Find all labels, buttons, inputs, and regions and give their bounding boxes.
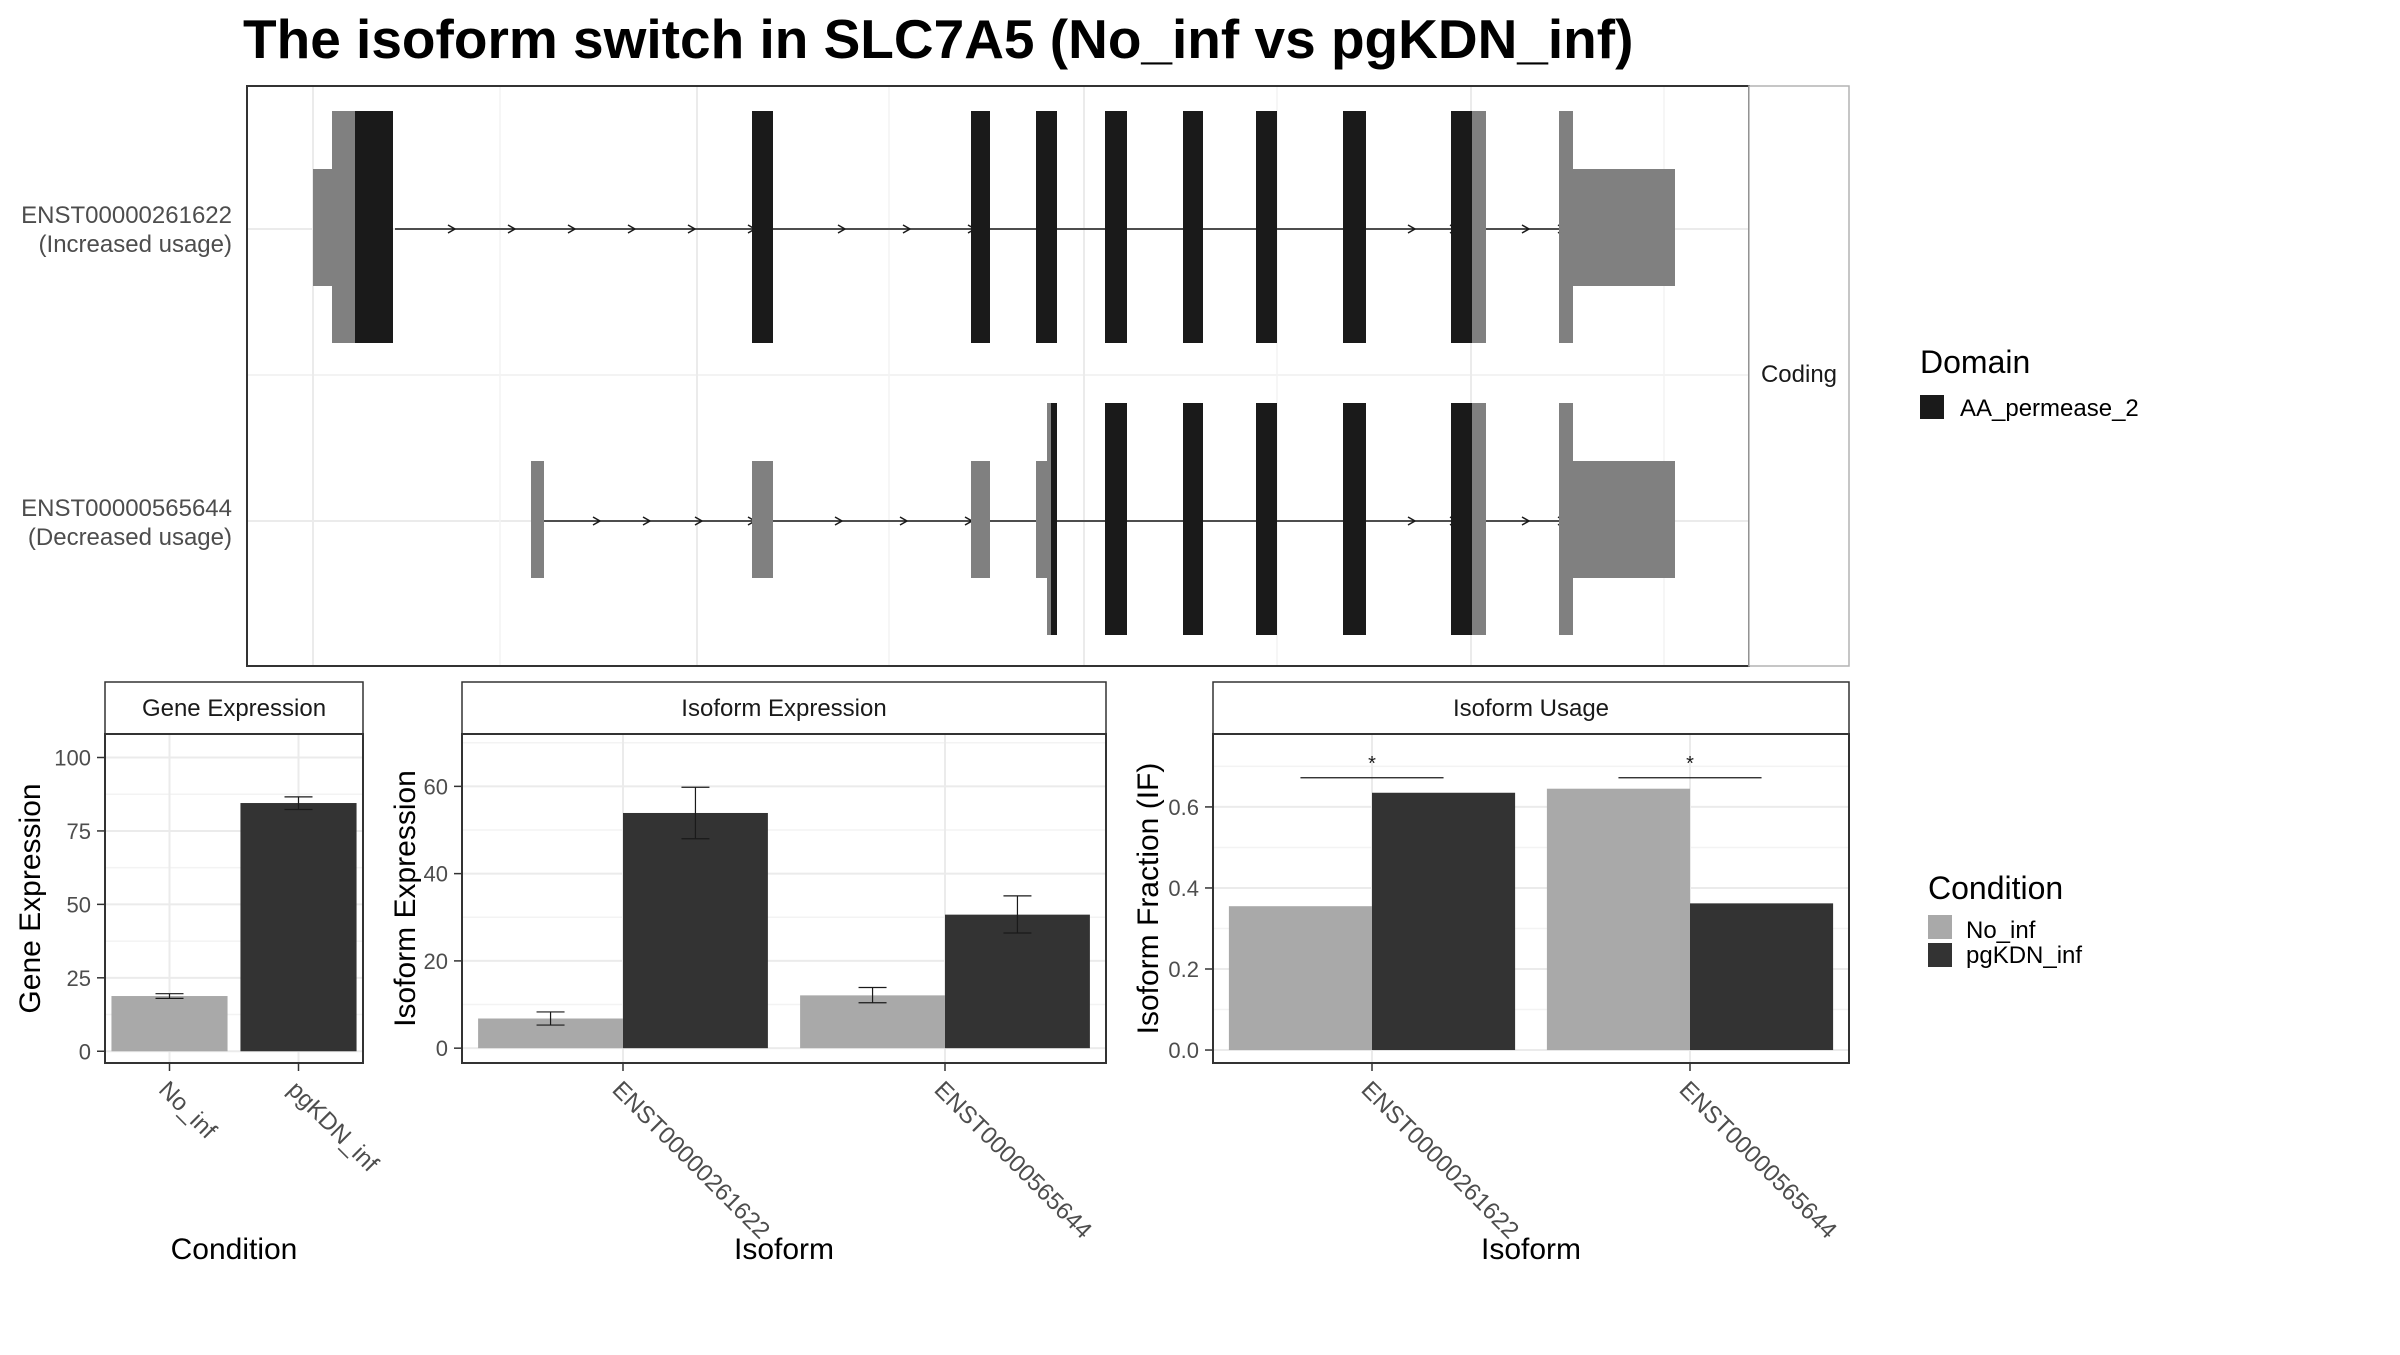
strip-label: Isoform Usage <box>1453 695 1609 722</box>
bar-pgkdn-inf <box>623 812 768 1049</box>
x-tick-label: ENST00000565644 <box>929 1076 1097 1244</box>
legend-label-pgkdn-inf: pgKDN_inf <box>1966 942 2082 969</box>
bar-pgkdn-inf <box>1372 792 1516 1051</box>
plot-border <box>104 733 364 1064</box>
domain-exon <box>1183 111 1203 343</box>
utr-exon <box>1559 403 1573 635</box>
domain-legend-title: Domain <box>1920 344 2030 380</box>
x-tick-label: ENST00000261622 <box>607 1076 775 1244</box>
domain-legend: Domain AA_permease_2 <box>1920 344 2139 422</box>
utr-exon <box>531 461 544 578</box>
strip-label: Isoform Expression <box>681 695 886 722</box>
domain-exon <box>1451 403 1472 635</box>
x-tick-label: pgKDN_inf <box>282 1076 383 1177</box>
utr-exon <box>1472 403 1486 635</box>
facet-label: Coding <box>1761 361 1837 388</box>
domain-exon <box>1256 403 1277 635</box>
utr-exon <box>1047 403 1053 635</box>
domain-exon <box>1343 111 1366 343</box>
bar-no-inf <box>800 995 945 1049</box>
isoform-2-usage: (Decreased usage) <box>28 524 232 551</box>
utr-exon <box>752 461 773 578</box>
y-tick-label: 0.6 <box>1168 795 1199 820</box>
isoform-expression-chart: Isoform Expression 0 20 40 60 ENST00000261622… <box>389 681 1107 1266</box>
domain-exon <box>1343 403 1366 635</box>
strip-box <box>104 681 364 735</box>
y-tick-label: 40 <box>424 862 448 887</box>
gene-expression-chart: Gene Expression 0 25 50 75 100 No_inf pgKDN_inf… <box>14 681 384 1266</box>
y-tick-label: 0.4 <box>1168 876 1199 901</box>
domain-exon <box>1036 111 1057 343</box>
y-tick-label: 0 <box>79 1039 91 1064</box>
plot-border <box>461 733 1107 1064</box>
legend-swatch-no-inf <box>1928 915 1952 939</box>
y-axis-title: Isoform Expression <box>389 770 422 1027</box>
significance-marker: * <box>1368 753 1376 775</box>
isoform-1-usage: (Increased usage) <box>39 231 232 258</box>
y-tick-label: 25 <box>67 966 91 991</box>
domain-legend-swatch <box>1920 395 1944 419</box>
strip-box <box>461 681 1107 735</box>
y-tick-label: 50 <box>67 892 91 917</box>
legend-swatch-pgkdn-inf <box>1928 943 1952 967</box>
x-tick-label: ENST00000261622 <box>1356 1076 1524 1244</box>
legend-label-no-inf: No_inf <box>1966 917 2036 944</box>
domain-exon <box>1256 111 1277 343</box>
bar-no-inf <box>1546 788 1690 1051</box>
utr-exon <box>1573 461 1675 578</box>
utr-exon <box>332 111 356 343</box>
y-tick-label: 0.0 <box>1168 1038 1199 1063</box>
x-tick-label: ENST00000565644 <box>1674 1076 1842 1244</box>
bar-pgkdn-inf <box>240 803 357 1052</box>
figure-title: The isoform switch in SLC7A5 (No_inf vs … <box>243 8 1633 70</box>
x-axis-title: Condition <box>171 1233 298 1266</box>
domain-exon <box>1105 403 1127 635</box>
x-tick-label: No_inf <box>153 1076 221 1144</box>
utr-exon <box>971 461 990 578</box>
domain-exon <box>1183 403 1203 635</box>
facet-strip <box>1748 85 1850 667</box>
isoform-usage-chart: Isoform Usage * * 0.0 0.2 0.4 0.6 ENST000002616… <box>1132 681 1850 1266</box>
isoform-2-id: ENST00000565644 <box>21 495 232 522</box>
domain-exon <box>1051 403 1057 635</box>
domain-exon <box>355 111 393 343</box>
y-axis-title: Isoform Fraction (IF) <box>1132 763 1165 1035</box>
isoform-track-1 <box>313 111 1675 343</box>
y-tick-label: 100 <box>54 746 91 771</box>
bar-no-inf <box>1228 906 1372 1051</box>
significance-marker: * <box>1686 753 1694 775</box>
bar-pgkdn-inf <box>1690 903 1834 1051</box>
domain-exon <box>1105 111 1127 343</box>
strip-label: Gene Expression <box>142 695 326 722</box>
y-tick-label: 0.2 <box>1168 957 1199 982</box>
utr-exon <box>1036 461 1047 578</box>
domain-exon <box>971 111 990 343</box>
isoform-1-id: ENST00000261622 <box>21 202 232 229</box>
domain-exon <box>752 111 773 343</box>
utr-exon <box>313 169 335 286</box>
utr-exon <box>1573 169 1675 286</box>
utr-exon <box>1472 111 1486 343</box>
x-axis-title: Isoform <box>1481 1233 1581 1266</box>
condition-legend-title: Condition <box>1928 870 2063 906</box>
utr-exon <box>1559 111 1573 343</box>
y-tick-label: 60 <box>424 774 448 799</box>
y-tick-label: 0 <box>436 1036 448 1061</box>
bar-pgkdn-inf <box>945 914 1090 1049</box>
bar-no-inf <box>111 996 228 1052</box>
x-axis-title: Isoform <box>734 1233 834 1266</box>
domain-legend-label: AA_permease_2 <box>1960 395 2139 422</box>
y-axis-title: Gene Expression <box>14 783 47 1013</box>
plot-border <box>1212 733 1850 1064</box>
y-tick-label: 20 <box>424 949 448 974</box>
condition-legend: Condition No_inf pgKDN_inf <box>1928 870 2082 969</box>
strip-box <box>1212 681 1850 735</box>
y-tick-label: 75 <box>67 819 91 844</box>
domain-exon <box>1451 111 1472 343</box>
structure-panel: Coding ENST00000261622 (Increased usage)… <box>21 85 1850 667</box>
isoform-track-2 <box>531 403 1675 635</box>
